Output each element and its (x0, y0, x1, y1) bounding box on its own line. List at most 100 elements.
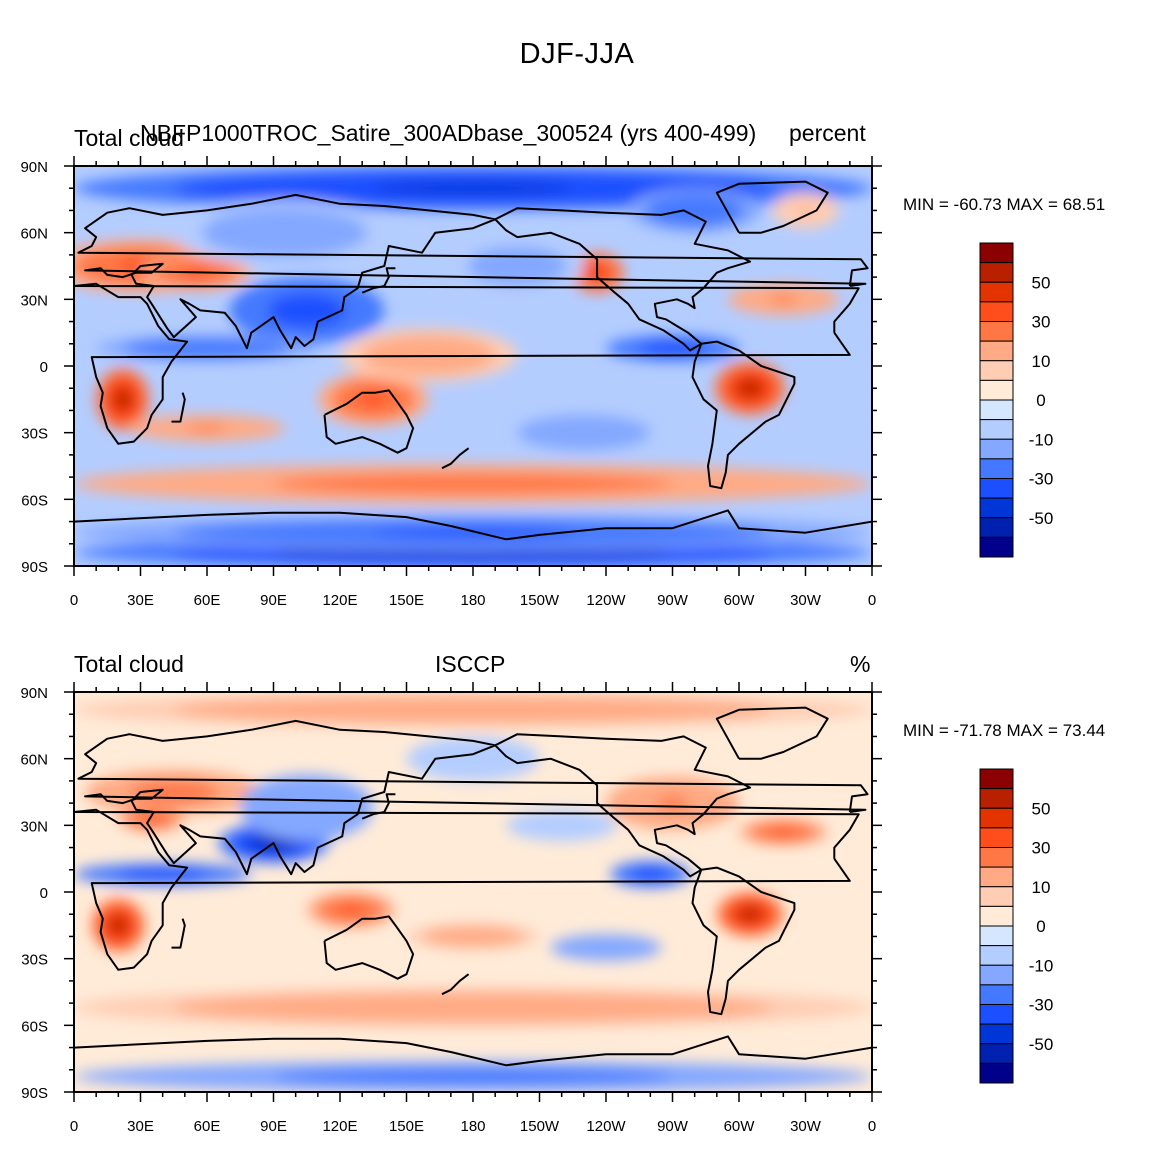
y-tick-label: 0 (40, 359, 48, 376)
y-tick-label: 90S (21, 559, 48, 576)
coastline (74, 282, 860, 445)
colorbar-label: 10 (1032, 878, 1051, 897)
coastline (77, 193, 869, 350)
coastline (691, 866, 796, 1016)
x-tick-label: 60W (724, 1118, 756, 1135)
contour-region (373, 528, 573, 538)
contour-region (373, 1002, 573, 1013)
coastline (715, 706, 829, 760)
coastline (715, 180, 829, 234)
x-tick-label: 150E (389, 592, 424, 609)
min-max-label: MIN = -71.78 MAX = 73.44 (903, 721, 1105, 741)
colorbar-bin (979, 1004, 1014, 1025)
contour-region (287, 302, 327, 319)
contour-region (500, 259, 534, 273)
colorbar-bin (979, 984, 1014, 1005)
coastline (494, 207, 752, 352)
coastline (494, 733, 752, 878)
contour-region (567, 428, 601, 438)
colorbar-label: 10 (1032, 352, 1051, 371)
x-tick-label: 30W (790, 592, 822, 609)
contour-region (140, 871, 185, 877)
contour-region (741, 908, 759, 920)
contour-field (74, 692, 872, 1092)
map-plot: 0 30E 60E 90E 120E 150E 180 150W 120W 90W 60W 30W 0 9… (20, 156, 1054, 609)
contour-region (769, 295, 798, 304)
colorbar-label: 0 (1036, 917, 1045, 936)
colorbar-label: -10 (1029, 956, 1054, 975)
y-tick-label: 90S (21, 1085, 48, 1102)
x-tick-label: 30E (127, 592, 154, 609)
contour-region (116, 391, 130, 408)
contour-region (592, 944, 620, 951)
y-tick-label: 30S (21, 426, 48, 443)
x-tick-label: 150E (389, 1118, 424, 1135)
colorbar-bin (979, 827, 1014, 848)
coastline (74, 509, 872, 541)
coastline (691, 340, 796, 490)
contour-region (373, 478, 573, 489)
coastline (361, 793, 396, 820)
coastline (171, 392, 186, 423)
x-tick-label: 90E (260, 1118, 287, 1135)
contour-region (373, 705, 573, 715)
contour-region (456, 933, 490, 940)
x-tick-label: 90W (657, 1118, 689, 1135)
colorbar-label: 30 (1032, 313, 1051, 332)
panel-center-title: ISCCP (435, 651, 506, 677)
colorbar-bin (979, 886, 1014, 907)
contour-region (359, 392, 388, 407)
max-label: MAX = 68.51 (1006, 195, 1106, 214)
x-tick-label: 0 (868, 592, 876, 609)
colorbar-label: -30 (1029, 470, 1054, 489)
colorbar-bin (979, 807, 1014, 829)
contour-region (151, 786, 196, 798)
min-label: MIN = -60.73 (903, 195, 1002, 214)
contour-region (143, 815, 160, 823)
y-tick-label: 30N (20, 292, 48, 309)
x-tick-label: 0 (868, 1118, 876, 1135)
colorbar-bin (979, 788, 1014, 809)
colorbar-label: 50 (1032, 273, 1051, 292)
x-tick-label: 30W (790, 1118, 822, 1135)
x-tick-label: 120E (322, 592, 357, 609)
panel-center-title: NBFP1000TROC_Satire_300ADbase_300524 (yr… (140, 120, 757, 146)
colorbar-label: -30 (1029, 996, 1054, 1015)
contour-region (187, 424, 227, 432)
x-tick-label: 60W (724, 592, 756, 609)
x-tick-label: 120W (586, 592, 626, 609)
colorbar-bin (979, 1023, 1014, 1045)
y-tick-label: 90N (20, 685, 48, 702)
colorbar-bin (979, 1062, 1014, 1084)
colorbar-bin (979, 768, 1014, 790)
contour-region (256, 224, 313, 242)
max-label: MAX = 73.44 (1006, 721, 1106, 740)
min-max-label: MIN = -60.73 MAX = 68.51 (903, 195, 1105, 215)
contour-region (340, 905, 363, 915)
y-tick-label: 60N (20, 226, 48, 243)
contour-region (547, 821, 576, 830)
x-tick-label: 60E (194, 1118, 221, 1135)
y-tick-label: 60S (21, 492, 48, 509)
panel-left-title: Total cloud (74, 651, 184, 677)
x-tick-label: 0 (70, 592, 78, 609)
x-tick-label: 60E (194, 592, 221, 609)
y-tick-label: 30S (21, 952, 48, 969)
coastline (323, 389, 415, 454)
x-tick-label: 150W (520, 592, 560, 609)
x-tick-label: 150W (520, 1118, 560, 1135)
x-tick-label: 120W (586, 1118, 626, 1135)
contour-region (373, 182, 573, 194)
coastline (361, 267, 396, 294)
contour-region (373, 548, 573, 557)
contour-region (772, 828, 795, 836)
figure-title: DJF-JJA (519, 38, 635, 70)
y-tick-label: 30N (20, 818, 48, 835)
colorbar-label: 50 (1032, 799, 1051, 818)
colorbar-label: 0 (1036, 391, 1045, 410)
contour-region (111, 918, 125, 932)
y-tick-label: 0 (40, 885, 48, 902)
contour-region (655, 796, 690, 810)
